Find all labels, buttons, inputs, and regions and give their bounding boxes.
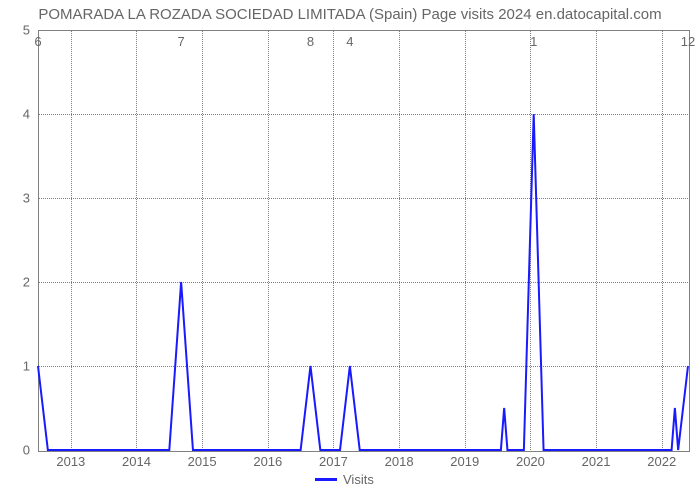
legend: Visits [315,472,374,487]
legend-swatch [315,478,337,481]
legend-label: Visits [343,472,374,487]
series-line [0,0,700,500]
